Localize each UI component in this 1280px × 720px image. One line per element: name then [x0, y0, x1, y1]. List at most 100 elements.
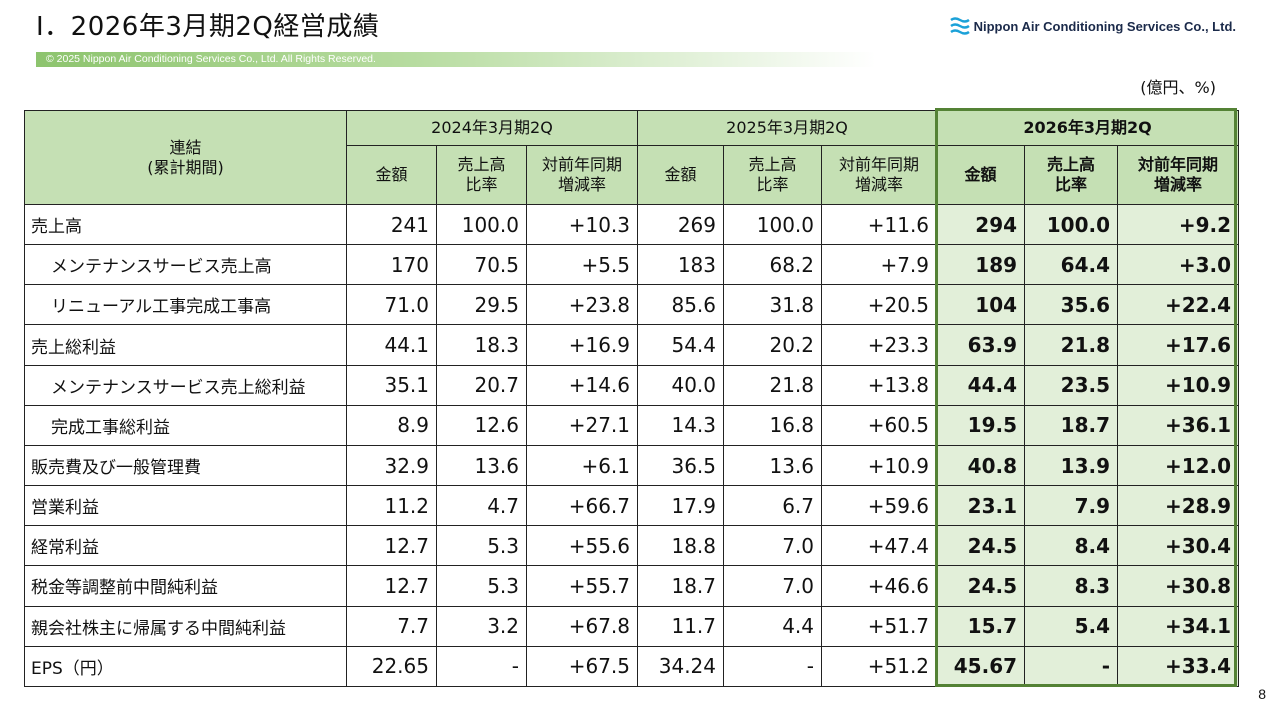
table-row: 売上総利益 44.1 18.3 +16.9 54.4 20.2 +23.3 63.9 21.8 +…	[24, 324, 1240, 366]
value-cell: 68.2	[723, 244, 823, 286]
value-cell: 15.7	[936, 605, 1026, 647]
company-logo-icon	[949, 17, 970, 35]
value-cell: 20.7	[436, 364, 527, 406]
value-cell: +51.2	[821, 645, 938, 688]
period-header: 2024年3月期2Q	[345, 110, 639, 146]
value-cell: 23.5	[1024, 364, 1119, 406]
value-cell: 45.67	[936, 645, 1026, 688]
page-title: Ⅰ．2026年3月期2Q経営成績	[36, 12, 380, 42]
value-cell: +6.1	[525, 444, 639, 487]
value-cell: +30.8	[1117, 565, 1240, 607]
table-row: EPS（円） 22.65- +67.5 34.24- +51.2 45.67- +33.4	[24, 645, 1240, 688]
column-header: 金額	[637, 145, 725, 205]
column-header-line2: 比率	[1055, 175, 1088, 194]
column-header-line1: 対前年同期	[542, 155, 623, 174]
row-label: 販売費及び一般管理費	[24, 444, 347, 487]
company-brand: Nippon Air Conditioning Services Co., Lt…	[949, 16, 1236, 36]
value-cell: 7.0	[723, 565, 823, 607]
row-label: 営業利益	[24, 485, 347, 527]
value-cell: 17.9	[637, 485, 725, 527]
value-cell: +10.9	[1117, 364, 1240, 406]
value-cell: +10.9	[821, 444, 938, 487]
value-cell: 269	[637, 203, 725, 246]
column-header: 売上高 比率	[436, 145, 527, 205]
value-cell: +46.6	[821, 565, 938, 607]
value-cell: 35.6	[1024, 284, 1119, 326]
value-cell: 7.0	[723, 525, 823, 567]
value-cell: -	[436, 645, 527, 688]
value-cell: 12.7	[346, 565, 437, 607]
value-cell: 18.7	[637, 565, 725, 607]
value-cell: +5.5	[525, 244, 639, 286]
value-cell: 23.1	[936, 485, 1026, 527]
value-cell: +10.3	[525, 203, 639, 246]
column-header-line1: 売上高	[457, 155, 506, 174]
table-row: リニューアル工事完成工事高 71.0 29.5 +23.8 85.6 31.8 +20.5 1…	[24, 284, 1240, 326]
period-header-current: 2026年3月期2Q	[936, 110, 1240, 146]
value-cell: 32.9	[346, 444, 437, 487]
company-name: Nippon Air Conditioning Services Co., Lt…	[973, 18, 1236, 34]
value-cell: 18.8	[637, 525, 725, 567]
value-cell: 40.8	[936, 444, 1026, 487]
value-cell: 7.9	[1024, 485, 1119, 527]
value-cell: 170	[346, 244, 437, 286]
row-label: 完成工事総利益	[24, 404, 347, 446]
value-cell: +9.2	[1117, 203, 1240, 246]
value-cell: +30.4	[1117, 525, 1240, 567]
row-label: 売上総利益	[24, 324, 347, 366]
value-cell: 5.4	[1024, 605, 1119, 647]
value-cell: 241	[346, 203, 437, 246]
column-header-line1: 売上高	[748, 155, 797, 174]
value-cell: 13.6	[436, 444, 527, 487]
value-cell: 24.5	[936, 565, 1026, 607]
value-cell: 85.6	[637, 284, 725, 326]
copyright-bar: © 2025 Nippon Air Conditioning Services …	[36, 52, 876, 67]
column-header-line2: 増減率	[855, 175, 904, 194]
value-cell: 12.7	[346, 525, 437, 567]
value-cell: 8.9	[346, 404, 437, 446]
value-cell: 104	[936, 284, 1026, 326]
column-header: 金額	[936, 145, 1026, 205]
value-cell: 71.0	[346, 284, 437, 326]
page-number: 8	[1258, 686, 1266, 702]
header-row-periods: 連結 (累計期間) 2024年3月期2Q 2025年3月期2Q 2026年3月期…	[24, 110, 1240, 205]
copyright-text: © 2025 Nippon Air Conditioning Services …	[46, 53, 376, 65]
column-header: 売上高 比率	[1024, 145, 1119, 205]
table-row: 売上高 241 100.0 +10.3 269 100.0 +11.6 294 100.0 +9.…	[24, 203, 1240, 246]
value-cell: +27.1	[525, 404, 639, 446]
value-cell: +67.8	[525, 605, 639, 647]
value-cell: 100.0	[723, 203, 823, 246]
value-cell: 44.1	[346, 324, 437, 366]
value-cell: +13.8	[821, 364, 938, 406]
value-cell: +28.9	[1117, 485, 1240, 527]
column-header-line1: 対前年同期	[1138, 155, 1219, 174]
value-cell: 40.0	[637, 364, 725, 406]
table-row: メンテナンスサービス売上総利益 35.1 20.7 +14.6 40.0 21.8 +13.…	[24, 364, 1240, 406]
value-cell: 19.5	[936, 404, 1026, 446]
value-cell: 24.5	[936, 525, 1026, 567]
value-cell: +7.9	[821, 244, 938, 286]
value-cell: 13.9	[1024, 444, 1119, 487]
value-cell: +33.4	[1117, 645, 1240, 688]
value-cell: 8.4	[1024, 525, 1119, 567]
column-header: 金額	[346, 145, 437, 205]
row-label: 売上高	[24, 203, 347, 246]
unit-label: (億円、%)	[1140, 78, 1216, 97]
value-cell: +14.6	[525, 364, 639, 406]
value-cell: 18.7	[1024, 404, 1119, 446]
corner-header: 連結 (累計期間)	[24, 110, 347, 205]
column-header-line1: 金額	[664, 165, 697, 184]
value-cell: 34.24	[637, 645, 725, 688]
column-header: 対前年同期 増減率	[821, 145, 938, 205]
value-cell: 5.3	[436, 565, 527, 607]
value-cell: 13.6	[723, 444, 823, 487]
value-cell: +11.6	[821, 203, 938, 246]
corner-header-line2: (累計期間)	[147, 157, 224, 177]
value-cell: 44.4	[936, 364, 1026, 406]
value-cell: 4.4	[723, 605, 823, 647]
column-header: 売上高 比率	[723, 145, 823, 205]
value-cell: +22.4	[1117, 284, 1240, 326]
value-cell: 21.8	[1024, 324, 1119, 366]
value-cell: 14.3	[637, 404, 725, 446]
value-cell: 54.4	[637, 324, 725, 366]
